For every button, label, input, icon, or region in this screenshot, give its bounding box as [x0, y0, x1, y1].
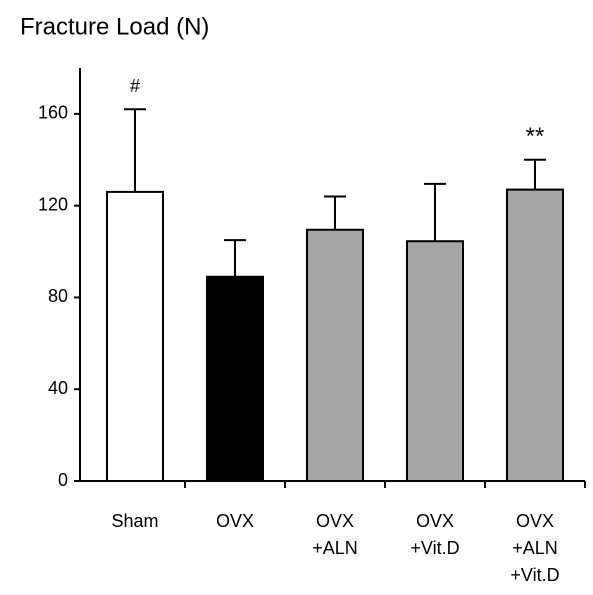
- bar: [406, 240, 464, 482]
- x-tick-label: +ALN: [312, 538, 358, 558]
- x-tick-label: +ALN: [512, 538, 558, 558]
- annotation: **: [526, 123, 545, 150]
- x-tick-label: OVX: [416, 511, 454, 531]
- x-tick-label: OVX: [216, 511, 254, 531]
- x-tick-label: OVX: [516, 511, 554, 531]
- bar: [106, 190, 164, 482]
- bar: [306, 228, 364, 482]
- x-tick-label: Sham: [111, 511, 158, 531]
- x-tick-label: OVX: [316, 511, 354, 531]
- chart-title: Fracture Load (N): [20, 13, 209, 40]
- x-tick-label: +Vit.D: [410, 538, 459, 558]
- y-tick-label: 120: [38, 194, 68, 214]
- bar: [206, 275, 264, 482]
- bar: [506, 188, 564, 482]
- x-tick-label: +Vit.D: [510, 565, 559, 585]
- annotation: #: [130, 76, 140, 96]
- y-tick-label: 80: [48, 286, 68, 306]
- y-tick-label: 40: [48, 378, 68, 398]
- y-tick-label: 0: [58, 470, 68, 490]
- y-tick-label: 160: [38, 103, 68, 123]
